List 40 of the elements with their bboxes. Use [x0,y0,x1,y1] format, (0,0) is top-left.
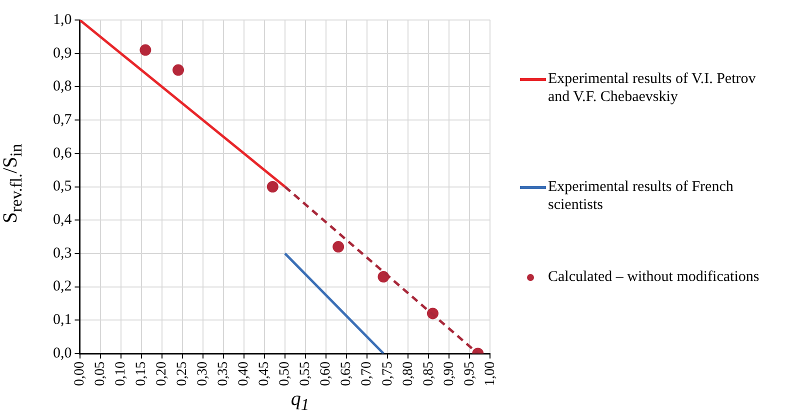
x-tick-label: 0,00 [72,362,88,386]
legend-label: Calculated – without modifications [548,268,760,286]
y-tick-label: 0,7 [53,112,72,128]
point [140,44,152,56]
x-tick-label: 0,80 [400,362,416,386]
x-tick-label: 0,35 [216,362,232,386]
y-tick-label: 0,8 [53,78,72,95]
x-tick-label: 0,40 [236,362,252,386]
legend-label: Experimental results of V.I. Petrov and V.F. Chebaevskiy [548,70,757,106]
y-tick-label: 0,2 [53,278,72,295]
x-tick-label: 1,00 [482,362,498,386]
y-tick-label: 0,3 [53,245,72,262]
point [172,64,184,76]
y-tick-label: 0,0 [53,345,72,362]
x-tick-label: 0,85 [421,362,436,386]
y-tick-label: 0,6 [53,145,72,162]
x-tick-label: 0,95 [462,362,478,386]
x-tick-label: 0,05 [92,362,108,386]
x-tick-label: 0,65 [339,362,354,386]
y-tick-label: 0,9 [53,45,72,62]
y-tick-label: 0,5 [53,178,72,195]
x-tick-label: 0,70 [360,362,375,386]
x-tick-label: 0,55 [298,362,314,386]
x-tick-label: 0,60 [318,362,334,386]
x-tick-label: 0,50 [278,362,293,386]
point [332,241,344,253]
point [266,181,278,192]
x-tick-label: 0,25 [175,362,190,386]
legend-label: Experimental results of French scientists [548,178,734,214]
y-tick-label: 0,4 [53,212,72,228]
x-axis-title: q$_{1}$ [290,388,310,415]
y-tick-label: 0,1 [53,312,72,328]
y-tick-label: 1,0 [53,12,72,28]
x-tick-label: 0,90 [442,362,457,386]
x-tick-label: 0,15 [134,362,149,386]
x-tick-label: 0,30 [196,362,211,386]
x-tick-label: 0,20 [154,362,170,386]
x-tick-label: 0,45 [257,362,272,386]
x-tick-label: 0,75 [380,362,396,386]
x-tick-label: 0,10 [113,362,128,386]
